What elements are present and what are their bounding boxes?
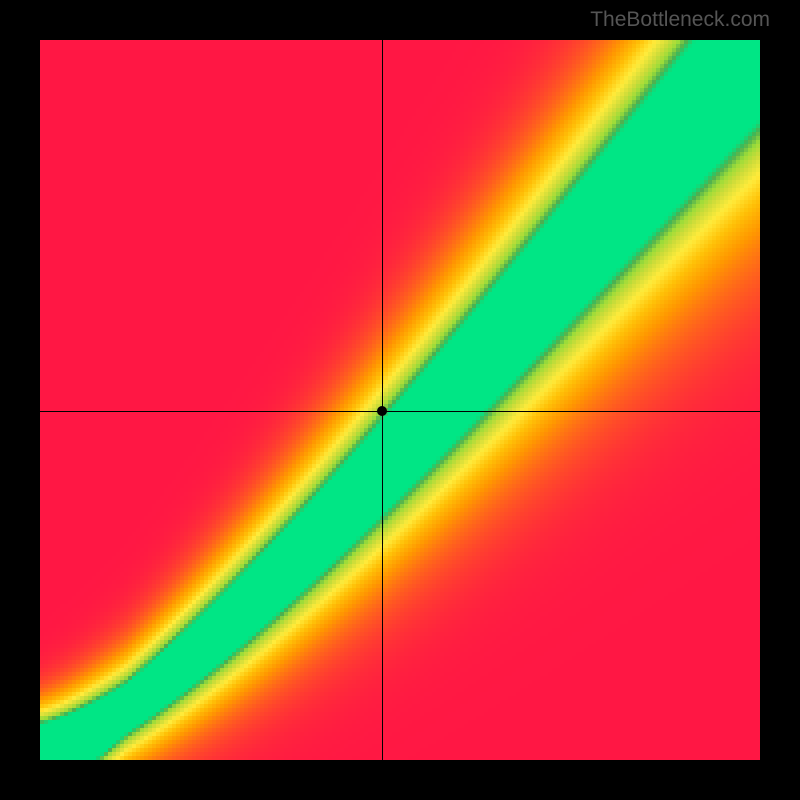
heatmap-chart (40, 40, 760, 760)
crosshair-vertical (382, 40, 383, 760)
watermark-label: TheBottleneck.com (590, 8, 770, 32)
heatmap-canvas (40, 40, 760, 760)
crosshair-horizontal (40, 411, 760, 412)
data-point-marker (377, 406, 387, 416)
